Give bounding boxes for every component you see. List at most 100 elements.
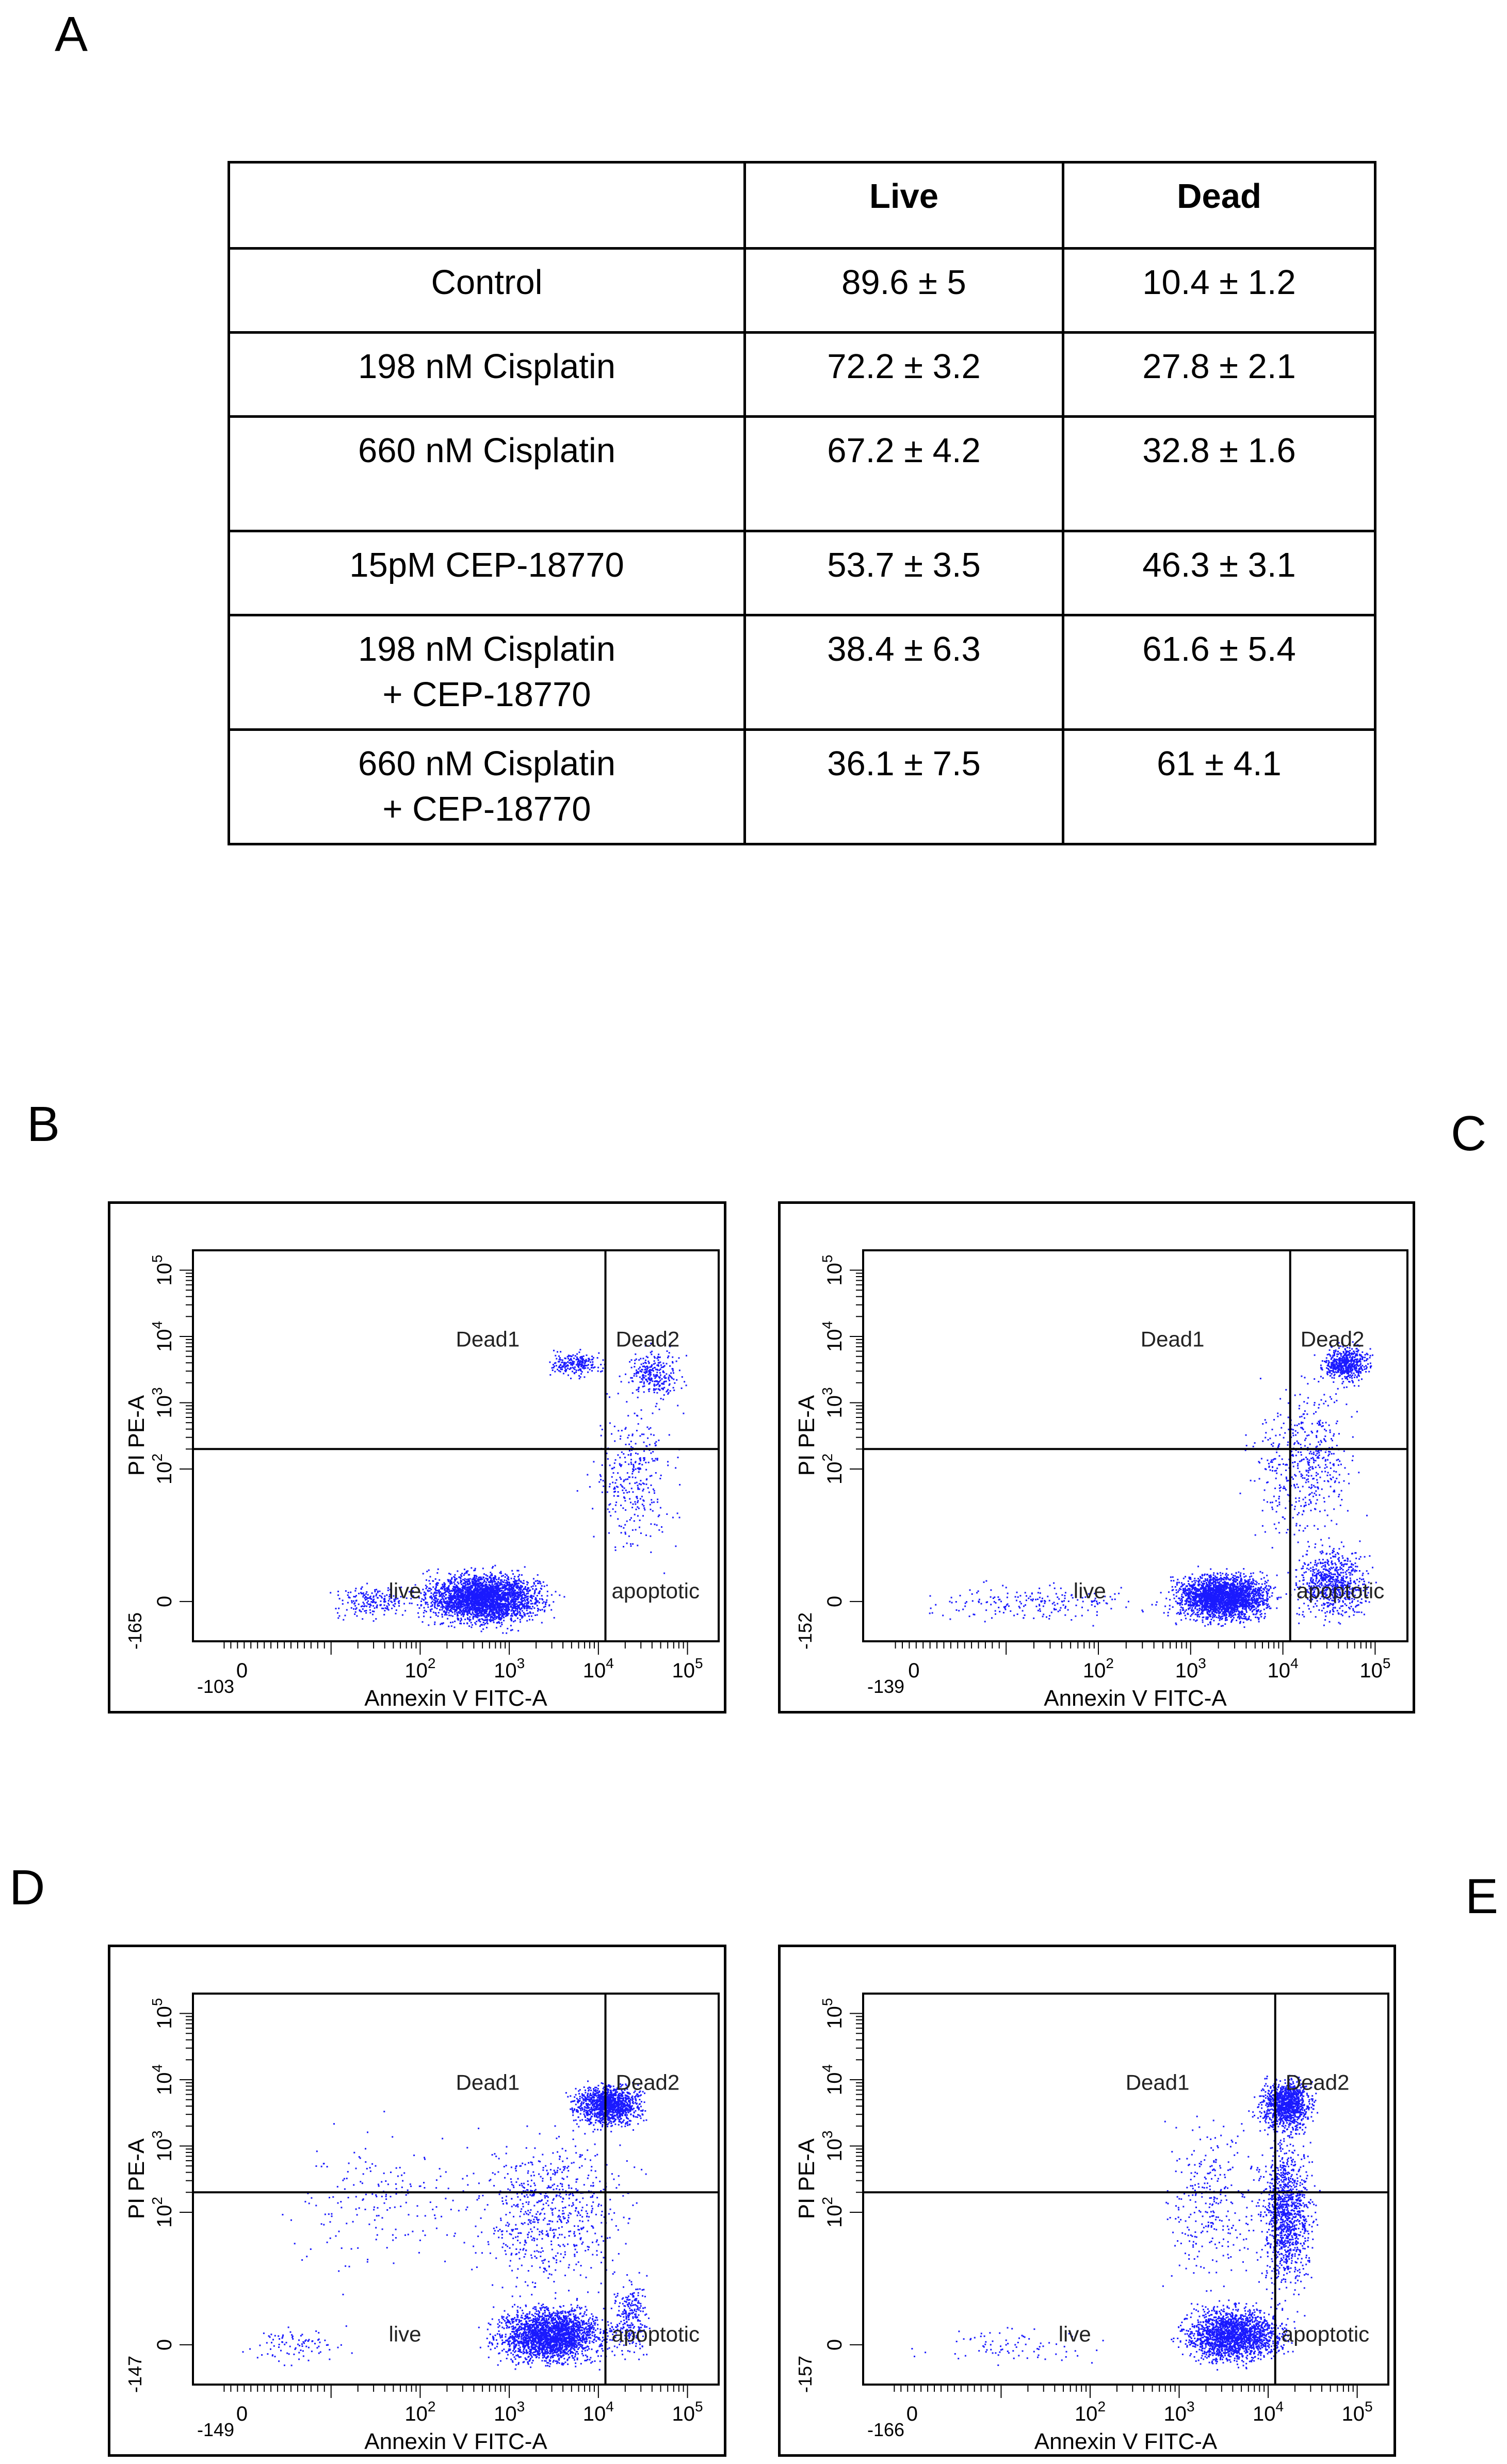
event-dot [467, 1609, 469, 1611]
condition-line: 660 nM Cisplatin [358, 431, 616, 470]
event-dot [582, 1358, 585, 1360]
event-dot [540, 1582, 542, 1585]
event-dot [583, 1365, 585, 1367]
event-dot [643, 1483, 645, 1485]
event-dot [435, 1587, 437, 1589]
event-dot [487, 1590, 489, 1592]
event-dot [635, 1358, 637, 1360]
event-dot [494, 1564, 496, 1566]
event-dot [643, 1459, 645, 1460]
event-dot [365, 1593, 367, 1595]
event-dot [509, 1604, 511, 1606]
event-dot [442, 1607, 444, 1609]
event-dot [437, 1598, 439, 1601]
event-dot [469, 1616, 471, 1618]
event-dot [457, 1606, 459, 1608]
event-dot [482, 1614, 484, 1616]
event-dot [518, 1574, 521, 1576]
event-dot [482, 1595, 484, 1597]
event-dot [635, 1508, 637, 1510]
event-dot [484, 1585, 485, 1587]
event-dot [444, 1588, 446, 1589]
event-dot [577, 1361, 579, 1363]
event-dot [650, 1508, 652, 1510]
event-dot [663, 1386, 666, 1389]
event-dot [617, 1393, 619, 1395]
event-dot [1186, 1601, 1187, 1603]
event-dot [478, 1600, 479, 1602]
event-dot [600, 1479, 602, 1481]
event-dot [381, 1597, 383, 1598]
event-dot [507, 1604, 509, 1605]
event-dot [472, 1618, 474, 1620]
event-dot [552, 1369, 554, 1371]
event-dot [433, 1592, 435, 1594]
event-dot [427, 1606, 429, 1608]
event-dot [473, 1613, 475, 1616]
event-dot [659, 1379, 661, 1381]
event-dot [582, 1361, 584, 1363]
event-dot [354, 1605, 357, 1607]
event-dot [478, 1580, 480, 1582]
event-dot [460, 1600, 462, 1602]
event-dot [482, 1603, 484, 1605]
event-dot [469, 1607, 471, 1609]
event-dot [1192, 1584, 1193, 1586]
event-dot [531, 1595, 533, 1597]
event-dot [487, 1595, 489, 1597]
event-dot [516, 1596, 518, 1598]
event-dot [650, 1484, 652, 1486]
event-dot [633, 1468, 635, 1470]
event-dot [504, 1585, 506, 1587]
event-dot [461, 1606, 463, 1607]
event-dot [523, 1593, 525, 1595]
event-dot [1186, 1589, 1188, 1591]
event-dot [641, 1371, 643, 1373]
event-dot [533, 1603, 536, 1605]
event-dot [511, 1589, 513, 1591]
event-dot [478, 1606, 480, 1608]
event-dot [493, 1578, 495, 1580]
event-dot [473, 1584, 475, 1586]
event-dot [534, 1603, 537, 1605]
event-dot [489, 1591, 491, 1593]
event-dot [423, 1599, 425, 1601]
event-dot [1163, 1612, 1165, 1614]
event-dot [576, 1363, 578, 1365]
event-dot [482, 1607, 484, 1608]
event-dot [365, 1612, 367, 1614]
event-dot [626, 1542, 628, 1544]
event-dot [379, 1590, 381, 1592]
event-dot [1174, 1586, 1176, 1588]
event-dot [653, 1374, 655, 1376]
event-dot [506, 1604, 508, 1606]
event-dot [1229, 1589, 1231, 1591]
event-dot [517, 1576, 520, 1578]
event-dot [481, 1578, 483, 1580]
event-dot [500, 1611, 502, 1613]
event-dot [619, 1438, 621, 1440]
event-dot [510, 1584, 512, 1586]
event-dot [628, 1535, 630, 1537]
event-dot [514, 1594, 516, 1596]
event-dot [518, 1604, 521, 1606]
event-dot [665, 1377, 667, 1379]
event-dot [479, 1593, 481, 1595]
event-dot [549, 1361, 551, 1363]
event-dot [637, 1415, 639, 1417]
event-dot [1207, 1590, 1208, 1592]
event-dot [658, 1529, 660, 1531]
event-dot [609, 1422, 611, 1424]
event-dot [498, 1594, 500, 1596]
event-dot [460, 1579, 462, 1581]
event-dot [491, 1567, 493, 1569]
event-dot [520, 1590, 522, 1592]
event-dot [1165, 1597, 1168, 1600]
event-dot [588, 1360, 590, 1362]
event-dot [343, 1619, 345, 1621]
event-dot [481, 1601, 482, 1603]
event-dot [536, 1614, 538, 1616]
event-dot [482, 1628, 484, 1630]
event-dot [457, 1613, 458, 1615]
event-dot [564, 1362, 566, 1364]
